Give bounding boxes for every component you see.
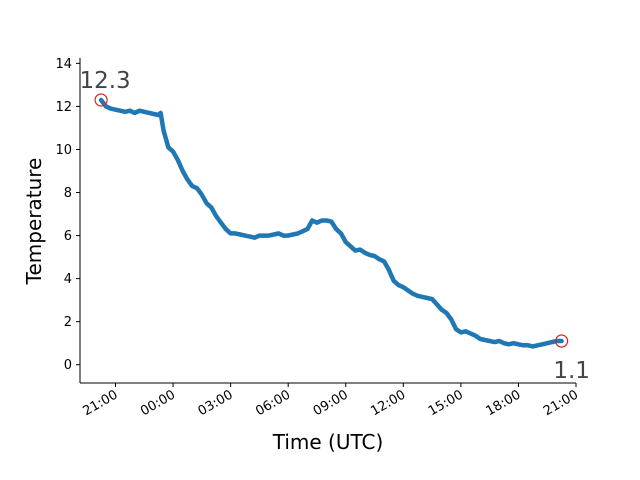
y-axis-ticks: 0 2 4 6 8 10 12 14 — [55, 57, 80, 373]
y-tick-label: 12 — [55, 100, 72, 115]
y-tick-label: 4 — [64, 272, 72, 287]
x-tick-label: 06:00 — [253, 387, 293, 419]
x-axis-label: Time (UTC) — [272, 430, 384, 454]
temperature-series-line — [98, 97, 564, 349]
x-tick-label: 15:00 — [426, 387, 466, 419]
endpoint-label: 12.3 — [79, 68, 130, 94]
endpoint-marker — [94, 93, 108, 107]
y-tick-label: 10 — [55, 143, 72, 158]
x-tick-label: 21:00 — [541, 387, 581, 419]
x-tick-label: 12:00 — [368, 387, 408, 419]
endpoint-annotations: 12.3 1.1 — [79, 68, 589, 384]
x-tick-label: 09:00 — [311, 387, 351, 419]
y-axis-label: Temperature — [22, 158, 46, 286]
endpoint-label: 1.1 — [553, 358, 590, 384]
endpoint-marker — [555, 334, 569, 348]
x-tick-label: 03:00 — [196, 387, 236, 419]
y-tick-label: 0 — [64, 358, 72, 373]
x-tick-label: 18:00 — [483, 387, 523, 419]
x-tick-label: 00:00 — [138, 387, 178, 419]
y-tick-label: 8 — [64, 186, 72, 201]
y-tick-label: 2 — [64, 315, 72, 330]
y-tick-label: 6 — [64, 229, 72, 244]
x-axis-ticks: 21:00 00:00 03:00 06:00 09:00 12:00 15:00 18:00… — [81, 383, 581, 419]
y-tick-label: 14 — [55, 57, 72, 72]
x-tick-label: 21:00 — [81, 387, 121, 419]
